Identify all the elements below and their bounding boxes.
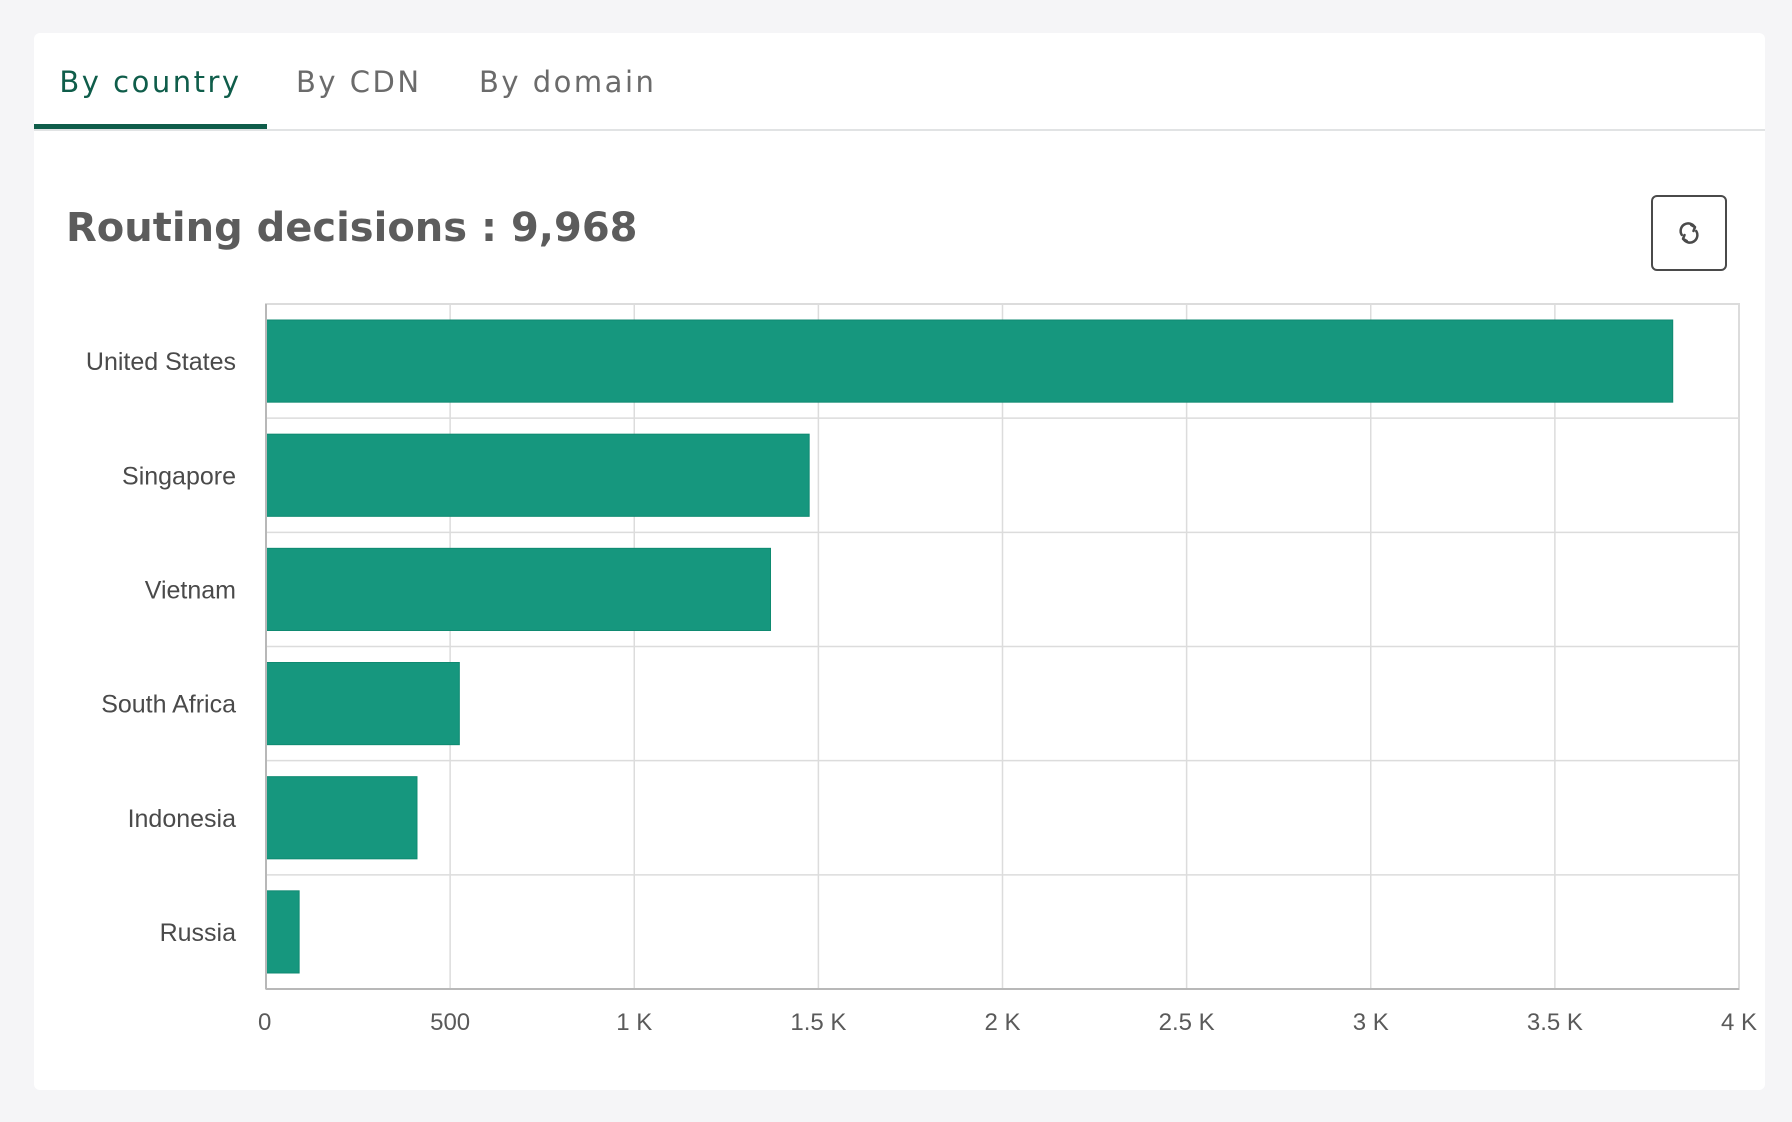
category-label: Russia [160,919,237,947]
x-tick-label: 3 K [1353,1009,1389,1036]
x-tick-label: 3.5 K [1527,1009,1583,1036]
refresh-button[interactable] [1651,195,1727,271]
tab-by-cdn[interactable]: By CDN [296,65,422,99]
bar [265,662,460,746]
x-tick-label: 1.5 K [790,1009,846,1036]
category-label: Indonesia [128,805,237,833]
category-label: South Africa [101,691,236,719]
tab-by-domain[interactable]: By domain [479,65,657,99]
refresh-icon [1679,222,1699,244]
routing-card: By country By CDN By domain Routing deci… [34,33,1765,1090]
country-bar-chart: United States Singapore Vietnam South Afric… [86,303,1757,1036]
summary-label: Routing decisions [66,205,468,251]
summary-separator: : [467,205,511,251]
chart-heading: Routing decisions : 9,968 [66,205,637,265]
x-tick-label: 500 [430,1009,470,1036]
summary-total: 9,968 [510,205,638,251]
x-tick-label: 2 K [984,1009,1020,1036]
x-tick-label: 4 K [1721,1009,1757,1036]
active-tab-indicator [34,124,267,129]
bar [265,319,1674,403]
bar [265,776,418,860]
category-label: Singapore [122,462,236,490]
x-tick-label: 1 K [616,1009,652,1036]
bar [265,433,810,517]
x-tick-label: 0 [258,1009,271,1036]
tab-by-country[interactable]: By country [59,65,242,99]
category-label: United States [86,348,236,376]
category-label: Vietnam [145,576,236,604]
bar [265,890,300,974]
x-tick-label: 2.5 K [1159,1009,1215,1036]
tab-bar: By country By CDN By domain [34,33,1765,131]
bar [265,547,772,631]
